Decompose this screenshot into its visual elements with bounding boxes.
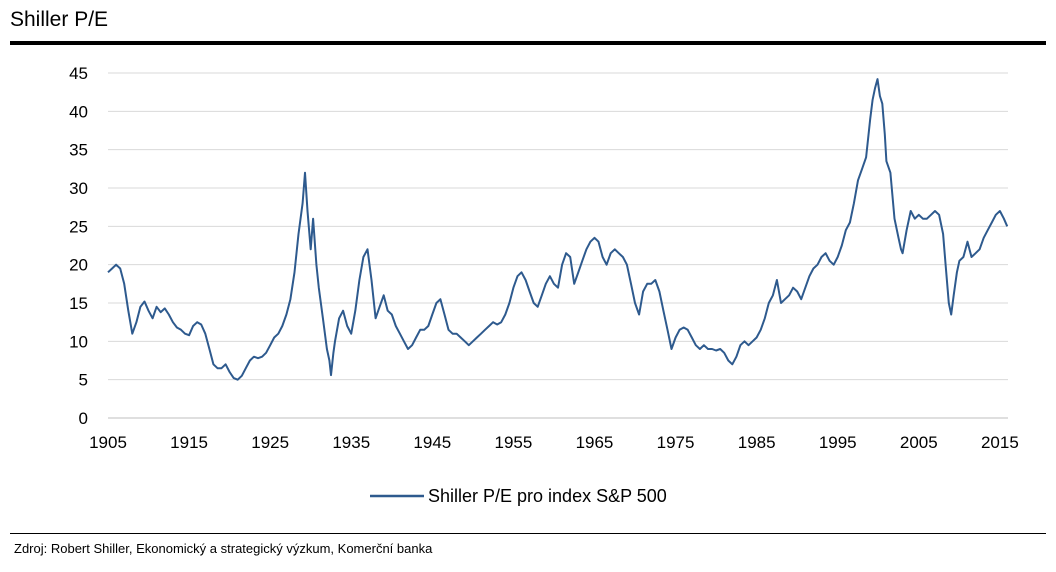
x-tick-label: 1995 [819,433,857,452]
legend-label: Shiller P/E pro index S&P 500 [428,486,667,506]
x-tick-label: 1945 [413,433,451,452]
series-line-shiller-pe [107,78,1009,381]
y-tick-label: 30 [69,179,88,198]
y-tick-label: 40 [69,102,88,121]
y-tick-label: 0 [79,409,88,428]
legend: Shiller P/E pro index S&P 500 [370,486,667,506]
y-axis-tick-labels: 0 5 10 15 20 25 30 35 40 45 [69,64,88,428]
x-tick-label: 1985 [738,433,776,452]
y-tick-label: 45 [69,64,88,83]
x-tick-label: 1905 [89,433,127,452]
y-tick-label: 20 [69,256,88,275]
y-tick-label: 25 [69,217,88,236]
gridlines [108,72,1008,381]
x-tick-label: 1935 [332,433,370,452]
y-tick-label: 35 [69,141,88,160]
x-tick-label: 2005 [900,433,938,452]
x-tick-label: 2015 [981,433,1019,452]
page-title: Shiller P/E [10,8,109,31]
y-tick-label: 10 [69,332,88,351]
title-rule [10,41,1046,45]
x-tick-label: 1925 [251,433,289,452]
x-tick-label: 1975 [657,433,695,452]
y-tick-label: 5 [79,371,88,390]
x-axis-tick-labels: 1905 1915 1925 1935 1945 1955 1965 1975 1985 1995… [89,433,1019,452]
x-tick-label: 1955 [494,433,532,452]
x-tick-label: 1915 [170,433,208,452]
source-note: Zdroj: Robert Shiller, Ekonomický a stra… [14,541,433,556]
footer-rule [10,533,1046,534]
x-tick-label: 1965 [576,433,614,452]
y-tick-label: 15 [69,294,88,313]
